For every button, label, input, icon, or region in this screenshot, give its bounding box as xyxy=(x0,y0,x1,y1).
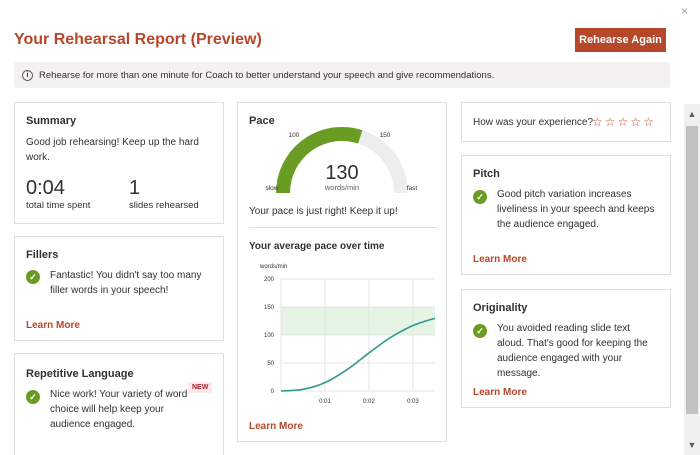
fillers-learn-more-link[interactable]: Learn More xyxy=(26,320,80,331)
x-tick-label: 0:03 xyxy=(407,399,419,405)
time-label: total time spent xyxy=(26,200,91,211)
info-icon: i xyxy=(22,69,33,81)
gauge-mark-100: 100 xyxy=(289,132,300,139)
rehearse-again-button[interactable]: Rehearse Again xyxy=(575,28,666,52)
divider xyxy=(249,227,437,228)
summary-text: Good job rehearsing! Keep up the hard wo… xyxy=(26,137,199,163)
y-tick-label: 100 xyxy=(264,333,275,339)
y-tick-label: 50 xyxy=(267,361,274,367)
originality-text: You avoided reading slide text aloud. Th… xyxy=(497,323,648,379)
slides-label: slides rehearsed xyxy=(129,200,199,211)
repetitive-text: Nice work! Your variety of word choice w… xyxy=(50,389,188,430)
star-icon[interactable]: ☆ xyxy=(617,115,629,129)
y-axis-label: words/min xyxy=(259,264,287,270)
fillers-card: Fillers ✓ Fantastic! You didn't say too … xyxy=(14,236,224,341)
summary-card: Summary Good job rehearsing! Keep up the… xyxy=(14,102,224,224)
star-icon[interactable]: ☆ xyxy=(592,115,603,129)
y-tick-label: 200 xyxy=(264,277,275,283)
slides-value: 1 xyxy=(129,177,141,199)
scroll-up-icon[interactable]: ▲ xyxy=(687,109,697,119)
star-icon[interactable]: ☆ xyxy=(643,115,654,129)
gauge-slow-label: slow xyxy=(265,185,278,192)
time-value: 0:04 xyxy=(26,177,65,199)
originality-title: Originality xyxy=(473,302,528,314)
new-badge: NEW xyxy=(188,382,213,393)
page-title: Your Rehearsal Report (Preview) xyxy=(14,31,262,48)
pace-message: Your pace is just right! Keep it up! xyxy=(249,206,398,217)
experience-question: How was your experience? xyxy=(473,117,594,128)
gauge-fast-label: fast xyxy=(407,185,418,192)
pitch-title: Pitch xyxy=(473,168,500,180)
experience-card: How was your experience? ☆ ☆ ☆ ☆ ☆ xyxy=(461,102,671,142)
pace-series-line xyxy=(280,317,436,392)
check-icon: ✓ xyxy=(26,390,40,404)
y-tick-label: 150 xyxy=(264,305,275,311)
fillers-text: Fantastic! You didn't say too many fille… xyxy=(50,270,202,296)
scroll-down-icon[interactable]: ▼ xyxy=(687,440,697,450)
check-icon: ✓ xyxy=(473,190,487,204)
pitch-learn-more-link[interactable]: Learn More xyxy=(473,254,527,265)
x-tick-label: 0:01 xyxy=(319,399,331,405)
close-icon[interactable]: × xyxy=(680,4,688,18)
repetitive-title: Repetitive Language xyxy=(26,368,134,380)
pace-over-time-chart: words/min 0 50 100 150 200 0:01 0:02 0:03 xyxy=(259,264,436,405)
fillers-title: Fillers xyxy=(26,249,59,261)
pitch-card: Pitch ✓ Good pitch variation increases l… xyxy=(461,155,671,275)
pace-unit: words/min xyxy=(324,183,359,192)
pace-title: Pace xyxy=(249,115,275,127)
repetitive-language-card: Repetitive Language NEW ✓ Nice work! You… xyxy=(14,353,224,455)
star-icon[interactable]: ☆ xyxy=(630,115,642,129)
y-tick-label: 0 xyxy=(271,389,275,395)
scrollbar[interactable]: ▲ ▼ xyxy=(684,104,700,455)
scrollbar-thumb[interactable] xyxy=(686,126,698,414)
target-pace-band xyxy=(281,307,435,335)
summary-title: Summary xyxy=(26,115,77,127)
check-icon: ✓ xyxy=(473,324,487,338)
pace-value: 130 xyxy=(325,162,358,184)
gauge-mark-150: 150 xyxy=(380,132,391,139)
originality-learn-more-link[interactable]: Learn More xyxy=(473,387,527,398)
pace-chart-title: Your average pace over time xyxy=(249,241,385,252)
originality-card: Originality ✓ You avoided reading slide … xyxy=(461,289,671,408)
star-icon[interactable]: ☆ xyxy=(604,115,616,129)
rating-stars: ☆ ☆ ☆ ☆ ☆ xyxy=(592,116,654,128)
pace-gauge: 100 150 slow fast 130 words/min xyxy=(265,127,418,194)
check-icon: ✓ xyxy=(26,270,40,284)
gauge-fill xyxy=(276,127,363,194)
info-bar: i Rehearse for more than one minute for … xyxy=(14,62,670,88)
x-tick-label: 0:02 xyxy=(363,399,375,405)
info-text: Rehearse for more than one minute for Co… xyxy=(39,69,495,81)
pitch-text: Good pitch variation increases livelines… xyxy=(497,189,655,230)
pace-learn-more-link[interactable]: Learn More xyxy=(249,421,303,432)
pace-card: Pace 100 150 slow fast 130 words/min You… xyxy=(237,102,447,442)
